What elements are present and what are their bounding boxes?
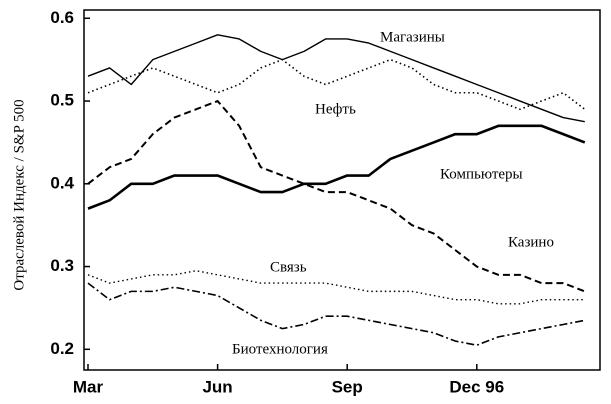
series-label: Компьютеры xyxy=(440,166,523,182)
x-tick-label: Dec 96 xyxy=(449,377,504,396)
y-tick-label: 0.6 xyxy=(50,8,74,27)
series-line xyxy=(87,34,585,123)
series-label: Казино xyxy=(508,234,554,250)
y-tick-label: 0.3 xyxy=(50,256,74,275)
x-tick-label: Jun xyxy=(202,377,232,396)
series-label: Магазины xyxy=(380,29,445,45)
series-line xyxy=(87,282,585,346)
y-tick-label: 0.4 xyxy=(50,173,74,192)
series-line xyxy=(87,269,585,305)
y-tick-label: 0.5 xyxy=(50,91,74,110)
series-line xyxy=(87,100,586,293)
series-label: Связь xyxy=(270,259,307,275)
y-tick-label: 0.2 xyxy=(50,339,74,358)
plot-frame xyxy=(83,9,601,371)
series-line xyxy=(87,124,586,210)
y-axis-label: Отраслевой Индекс / S&P 500 xyxy=(11,99,27,290)
x-tick-label: Mar xyxy=(73,377,104,396)
x-tick-label: Sep xyxy=(332,377,363,396)
series-label: Нефть xyxy=(315,101,356,117)
series-label: Биотехнология xyxy=(232,341,328,357)
